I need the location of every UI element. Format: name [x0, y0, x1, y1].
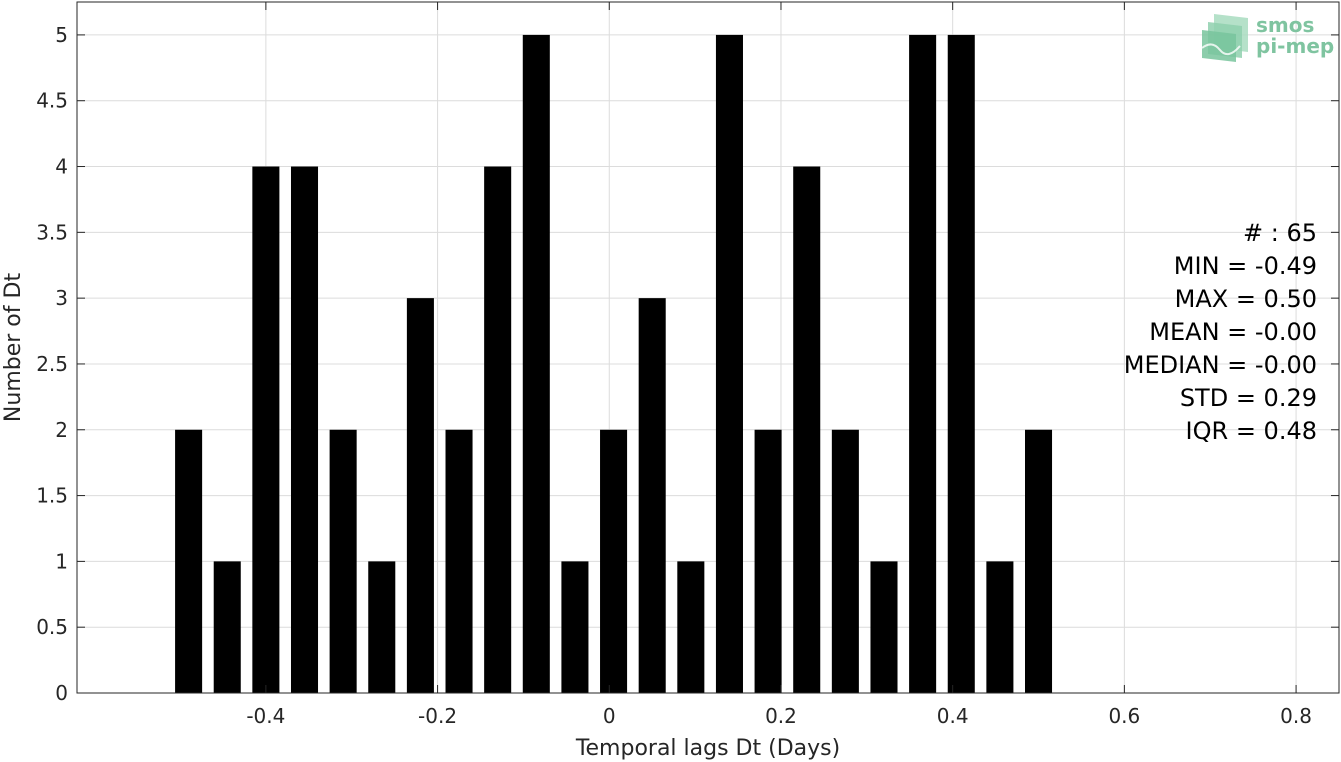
histogram-bar	[793, 166, 821, 693]
histogram-bar	[947, 34, 975, 693]
y-tick-label: 3	[55, 286, 68, 310]
stat-line: MEDIAN = -0.00	[1124, 351, 1317, 379]
y-tick-label: 1	[55, 549, 68, 573]
histogram-bar	[406, 298, 434, 693]
logo-text-smos: smos	[1256, 13, 1314, 37]
histogram-bar	[638, 298, 666, 693]
grid-lines	[77, 2, 1339, 694]
histogram-bar	[754, 429, 782, 693]
histogram-bar	[213, 561, 241, 693]
y-tick-label: 4	[55, 155, 68, 179]
axes-box	[76, 1, 1340, 694]
x-tick-label: 0.2	[765, 704, 797, 728]
x-tick-label: 0.4	[937, 704, 969, 728]
histogram-bar	[870, 561, 898, 693]
histogram-bar	[175, 429, 203, 693]
y-tick-label: 5	[55, 23, 68, 47]
stat-line: MAX = 0.50	[1175, 285, 1317, 313]
histogram-bar	[1025, 429, 1053, 693]
y-tick-label: 3.5	[36, 220, 68, 244]
x-tick-label: -0.2	[418, 704, 457, 728]
histogram-bar	[561, 561, 589, 693]
stat-line: STD = 0.29	[1180, 384, 1317, 412]
statistics-box: # : 65 MIN = -0.49 MAX = 0.50 MEAN = -0.00 M…	[1124, 219, 1317, 445]
stat-line: IQR = 0.48	[1186, 417, 1317, 445]
y-axis-title: Number of Dt	[1, 273, 26, 423]
y-tick-label: 1.5	[36, 484, 68, 508]
x-tick-label: 0.8	[1280, 704, 1312, 728]
histogram-bar	[600, 429, 628, 693]
histogram-bar	[252, 166, 280, 693]
y-tick-labels: 0 0.5 1 1.5 2 2.5 3 3.5 4 4.5 5	[36, 23, 68, 705]
x-tick-label: 0.6	[1108, 704, 1140, 728]
histogram-bar	[909, 34, 937, 693]
x-tick-label: 0	[603, 704, 616, 728]
histogram-bar	[329, 429, 357, 693]
histogram-bar	[677, 561, 705, 693]
histogram-bar	[290, 166, 319, 693]
stat-line: MEAN = -0.00	[1149, 318, 1317, 346]
y-tick-label: 0.5	[36, 615, 68, 639]
logo-text-pi-mep: pi-mep	[1256, 34, 1334, 58]
histogram-bar	[522, 34, 550, 693]
histogram-bar	[368, 561, 396, 693]
histogram-bar	[715, 34, 743, 693]
stat-line: MIN = -0.49	[1174, 252, 1317, 280]
stat-line: # : 65	[1243, 219, 1317, 247]
y-tick-label: 2	[55, 418, 68, 442]
bars	[175, 34, 1053, 693]
histogram-bar	[484, 166, 512, 693]
x-tick-label: -0.4	[246, 704, 285, 728]
ticks	[77, 2, 1339, 694]
y-tick-label: 4.5	[36, 89, 68, 113]
x-axis-title: Temporal lags Dt (Days)	[575, 736, 840, 761]
histogram-bar	[831, 429, 859, 693]
histogram-bar	[986, 561, 1014, 693]
histogram-bar	[445, 429, 473, 693]
y-tick-label: 0	[55, 681, 68, 705]
smos-pi-mep-logo: smos pi-mep	[1201, 13, 1334, 62]
y-tick-label: 2.5	[36, 352, 68, 376]
logo-icon	[1201, 14, 1248, 62]
x-tick-labels: -0.4 -0.2 0 0.2 0.4 0.6 0.8	[246, 704, 1312, 728]
